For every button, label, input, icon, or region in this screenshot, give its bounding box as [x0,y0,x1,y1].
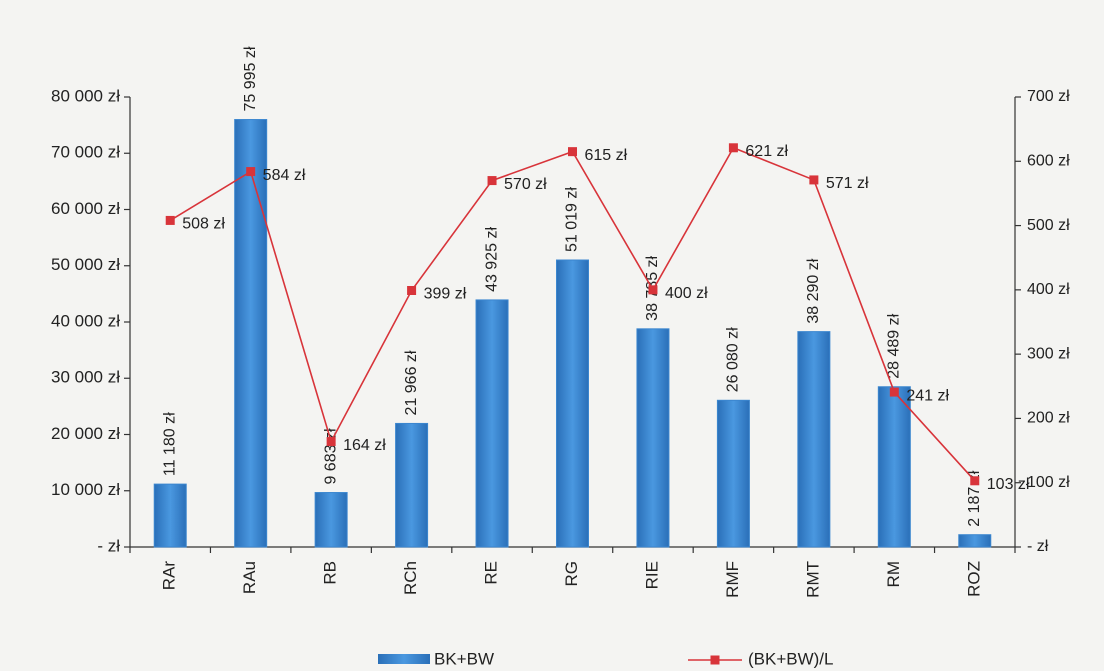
bar [797,331,831,548]
line-value-label: 508 zł [182,216,225,233]
bar [556,259,589,548]
line-marker [487,176,497,186]
line-marker [648,285,658,295]
y2-tick-label: 300 zł [1027,345,1070,362]
y-tick-label: 10 000 zł [51,480,120,499]
bar [314,492,348,548]
bar-value-label: 11 180 zł [161,412,178,476]
y2-tick-label: - zł [1027,538,1049,555]
bar [153,483,187,548]
legend-marker [710,655,720,665]
line-value-label: 621 zł [745,143,788,160]
bar-value-label: 43 925 zł [483,227,500,292]
bar-value-label: 51 019 zł [564,187,581,252]
bar [234,119,268,548]
bar [636,328,670,548]
y-tick-label: 60 000 zł [51,199,120,218]
x-tick-label: RMF [723,561,742,598]
legend-label: (BK+BW)/L [748,649,834,668]
legend-label: BK+BW [434,649,494,668]
line-marker [728,143,738,153]
bar-value-label: 28 489 zł [886,313,903,378]
bar [716,399,750,548]
y-tick-label: 40 000 zł [51,311,120,330]
x-tick-label: RCh [401,561,420,595]
x-tick-label: RG [562,561,581,587]
x-tick-label: RIE [642,561,661,589]
x-tick-label: RM [884,561,903,587]
line-value-label: 164 zł [343,437,386,454]
y2-tick-label: 500 zł [1027,217,1070,234]
bar-value-label: 21 966 zł [403,350,420,415]
y-tick-label: 70 000 zł [51,143,120,162]
y2-tick-label: 700 zł [1027,88,1070,105]
y2-tick-label: 200 zł [1027,410,1070,427]
bar [395,422,429,548]
legend-swatch [378,654,430,664]
y-tick-label: 20 000 zł [51,424,120,443]
x-tick-label: RMT [803,561,822,598]
x-tick-label: RE [482,561,501,585]
line-marker [246,167,256,177]
y-tick-label: - zł [97,536,120,555]
line-marker [165,215,175,225]
x-tick-label: RAr [160,561,179,591]
bar-value-label: 75 995 zł [242,46,259,111]
y2-tick-label: 400 zł [1027,281,1070,298]
bar [958,534,992,548]
line-value-label: 584 zł [263,167,306,184]
line-value-label: 571 zł [826,175,869,192]
y-tick-label: 30 000 zł [51,368,120,387]
line-value-label: 241 zł [906,387,949,404]
x-tick-label: RB [321,561,340,585]
x-tick-label: ROZ [964,561,983,597]
line-value-label: 400 zł [665,285,708,302]
line-value-label: 615 zł [585,147,628,164]
bar-value-label: 38 290 zł [805,258,822,323]
line-marker [568,147,577,157]
line-marker [326,437,336,447]
line-value-label: 570 zł [504,176,547,193]
line-marker [889,387,899,397]
line-value-label: 103 zł [987,476,1030,493]
x-tick-label: RAu [240,561,259,594]
line-marker [809,175,819,185]
y2-tick-label: 100 zł [1027,474,1070,491]
line-marker [970,476,980,486]
bar-value-label: 26 080 zł [725,327,742,392]
line-marker [407,286,417,295]
y2-tick-label: 600 zł [1027,153,1070,170]
y-tick-label: 80 000 zł [51,86,120,105]
bar-value-label: 9 683 zł [322,428,339,484]
line-value-label: 399 zł [424,286,467,303]
bar [475,299,509,548]
bar [877,386,911,548]
y-tick-label: 50 000 zł [51,255,120,274]
